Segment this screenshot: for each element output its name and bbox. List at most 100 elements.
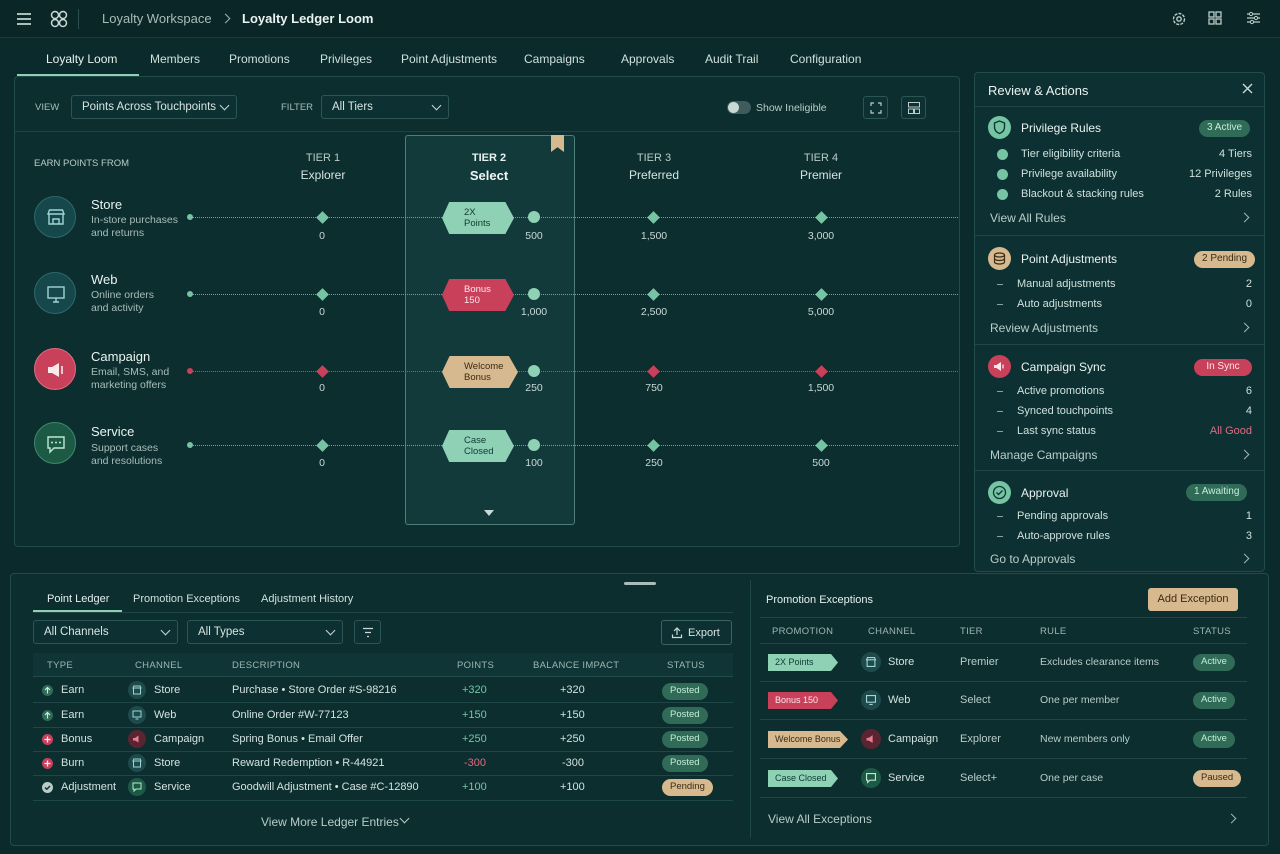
privilege-item-label: Blackout & stacking rules [1021,188,1144,200]
menu-icon[interactable] [17,13,31,25]
review-adjustments-link[interactable]: Review Adjustments [990,321,1099,335]
campaign-tier2-node[interactable] [528,365,540,377]
promo-tag: 2X Points [768,654,838,671]
tab-members[interactable]: Members [150,52,201,66]
store-tier1-value: 0 [319,230,325,242]
megaphone-icon [128,730,146,748]
store-promo-chip[interactable]: 2X Points [442,202,514,234]
service-tier3-value: 250 [645,457,663,469]
breadcrumb-workspace[interactable]: Loyalty Workspace [102,11,212,26]
shield-icon [988,116,1011,139]
upload-icon [671,627,683,639]
filter-icon[interactable] [354,620,381,644]
tab-privileges[interactable]: Privileges [320,52,373,66]
drag-handle[interactable] [624,582,656,585]
go-to-approvals-link[interactable]: Go to Approvals [990,552,1076,566]
privilege-rules-title: Privilege Rules [1021,121,1102,135]
settings-icon[interactable] [1171,11,1187,27]
tab-approvals[interactable]: Approvals [621,52,675,66]
tier-2-name: Select [469,168,509,183]
web-promo-chip[interactable]: Bonus 150 [442,279,514,311]
view-all-rules-link[interactable]: View All Rules [990,211,1066,225]
row-service-desc-2: and resolutions [91,455,163,467]
approval-status-badge: 1 Awaiting [1186,484,1248,501]
tab-configuration[interactable]: Configuration [790,52,862,66]
col-promotion: PROMOTION [772,626,834,637]
service-touchpoint-icon [34,422,76,464]
check-icon [42,782,53,793]
view-select[interactable]: Points Across Touchpoints [71,95,237,119]
bottom-dock [10,573,1269,846]
chevron-down-icon [431,100,442,111]
minus-icon [42,758,53,769]
campaign-promo-chip[interactable]: Welcome Bonus [442,356,518,388]
layout-icon[interactable] [901,96,926,119]
chat-icon [861,768,881,788]
web-tier1-value: 0 [319,306,325,318]
tab-audit-trail[interactable]: Audit Trail [705,52,759,66]
add-exception-button[interactable]: Add Exception [1148,588,1238,611]
tier-filter-select[interactable]: All Tiers [321,95,449,119]
view-select-value: Points Across Touchpoints [82,101,217,113]
arrow-up-icon [42,710,53,721]
service-tier1-value: 0 [319,457,325,469]
tab-promotions[interactable]: Promotions [229,52,290,66]
export-button[interactable]: Export [661,620,732,645]
campaign-start-node [187,368,193,374]
monitor-icon [128,706,146,724]
status-badge: Paused [1193,770,1242,787]
manage-campaigns-link[interactable]: Manage Campaigns [990,448,1098,462]
view-all-exceptions-link[interactable]: View All Exceptions [768,812,872,826]
filter-label: FILTER [281,102,314,113]
campaign-tier3-value: 750 [645,382,663,394]
ledger-tab-underline [33,610,122,612]
row-web-name: Web [91,272,118,287]
view-label: VIEW [35,102,60,113]
status-badge: Active [1193,731,1235,748]
tab-adjustment-history[interactable]: Adjustment History [261,593,354,605]
expand-icon[interactable] [863,96,888,119]
service-tier2-node[interactable] [528,439,540,451]
tab-campaigns[interactable]: Campaigns [524,52,585,66]
tab-point-ledger[interactable]: Point Ledger [47,593,110,605]
store-icon [128,681,146,699]
row-campaign-desc-1: Email, SMS, and [91,366,170,378]
approval-check-icon [988,481,1011,504]
tab-point-adjustments[interactable]: Point Adjustments [401,52,498,66]
close-icon[interactable] [1242,83,1253,94]
scroll-down-caret[interactable] [484,510,494,516]
web-tier2-value: 1,000 [520,306,548,318]
campaign-item-label: Last sync status [1017,425,1096,437]
tier-1-label: TIER 1 [305,152,341,164]
exceptions-panel [750,580,751,838]
col-status: STATUS [667,660,705,671]
view-more-ledger-link[interactable]: View More Ledger Entries [261,815,399,829]
grid-icon[interactable] [1208,11,1222,25]
show-ineligible-toggle[interactable] [727,101,751,114]
exceptions-title: Promotion Exceptions [766,594,873,606]
sliders-icon[interactable] [1246,11,1261,25]
store-touchpoint-icon [34,196,76,238]
approval-title: Approval [1021,486,1069,500]
type-filter-select[interactable]: All Types [187,620,343,644]
campaign-tier1-value: 0 [319,382,325,394]
promo-tag: Welcome Bonus [768,731,848,748]
web-tier2-node[interactable] [528,288,540,300]
tier-filter-value: All Tiers [332,101,373,113]
privilege-item-label: Privilege availability [1021,168,1117,180]
store-tier2-node[interactable] [528,211,540,223]
tab-loyalty-loom[interactable]: Loyalty Loom [46,52,118,66]
service-promo-chip[interactable]: Case Closed [442,430,514,462]
channel-filter-select[interactable]: All Channels [33,620,178,644]
service-tier2-value: 100 [525,457,543,469]
tab-promotion-exceptions[interactable]: Promotion Exceptions [133,593,240,605]
chevron-down-icon [219,100,230,111]
megaphone-icon [861,729,881,749]
web-touchpoint-icon [34,272,76,314]
col-balance-impact: BALANCE IMPACT [533,660,620,671]
ledger-table-header [33,653,733,677]
row-service-desc-1: Support cases [91,442,159,454]
chat-icon [128,778,146,796]
sync-status-value: All Good [1209,425,1252,437]
adjust-item-label: Manual adjustments [1017,278,1116,290]
